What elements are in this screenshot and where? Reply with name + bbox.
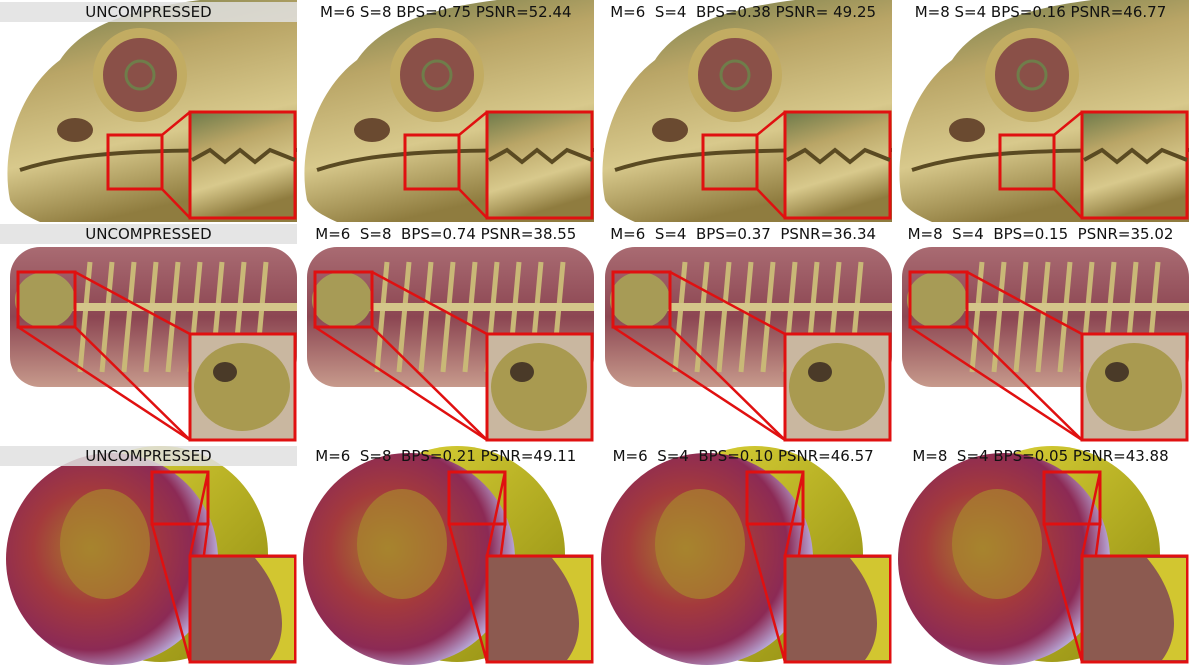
panel: M=6 S=8 BPS=0.75 PSNR=52.44 <box>297 0 594 222</box>
zoom-inset <box>785 112 890 218</box>
lizard-eye <box>693 33 777 117</box>
panel: M=6 S=8 BPS=0.21 PSNR=49.11 <box>297 444 594 666</box>
skull <box>907 272 967 328</box>
rendering <box>0 222 297 444</box>
panel-label: UNCOMPRESSED <box>0 446 297 466</box>
rendering <box>892 222 1189 444</box>
panel: UNCOMPRESSED <box>0 444 297 666</box>
inset-orbit <box>1105 362 1129 382</box>
panel-label: M=6 S=4 BPS=0.38 PSNR= 49.25 <box>595 2 892 22</box>
inset-orbit <box>808 362 832 382</box>
lizard-nostril <box>354 118 390 142</box>
panel: M=8 S=4 BPS=0.05 PSNR=43.88 <box>892 444 1189 666</box>
panel: M=8 S=4 BPS=0.16 PSNR=46.77 <box>892 0 1189 222</box>
rendering <box>892 444 1189 666</box>
skull <box>15 272 75 328</box>
sphere-core <box>357 489 447 599</box>
sphere-core <box>952 489 1042 599</box>
zoom-inset <box>1082 112 1187 218</box>
lizard-nostril <box>652 118 688 142</box>
lizard-eye <box>990 33 1074 117</box>
panel: M=6 S=4 BPS=0.37 PSNR=36.34 <box>595 222 892 444</box>
rendering <box>297 222 594 444</box>
rendering <box>595 444 892 666</box>
panel: M=6 S=4 BPS=0.38 PSNR= 49.25 <box>595 0 892 222</box>
panel-label: UNCOMPRESSED <box>0 224 297 244</box>
panel-label: M=8 S=4 BPS=0.15 PSNR=35.02 <box>892 224 1189 244</box>
panel-label: UNCOMPRESSED <box>0 2 297 22</box>
panel-label: M=8 S=4 BPS=0.16 PSNR=46.77 <box>892 2 1189 22</box>
panel-label: M=6 S=8 BPS=0.74 PSNR=38.55 <box>297 224 594 244</box>
rendering <box>892 0 1189 222</box>
lizard-eye <box>98 33 182 117</box>
inset-skull <box>789 343 885 431</box>
panel: UNCOMPRESSED <box>0 0 297 222</box>
panel-label: M=6 S=4 BPS=0.37 PSNR=36.34 <box>595 224 892 244</box>
lizard-nostril <box>949 118 985 142</box>
sphere-core <box>655 489 745 599</box>
rendering <box>0 0 297 222</box>
panel-label: M=8 S=4 BPS=0.05 PSNR=43.88 <box>892 446 1189 466</box>
rendering <box>0 444 297 666</box>
panel-label: M=6 S=4 BPS=0.10 PSNR=46.57 <box>595 446 892 466</box>
skull <box>312 272 372 328</box>
inset-orbit <box>510 362 534 382</box>
panel-label: M=6 S=8 BPS=0.75 PSNR=52.44 <box>297 2 594 22</box>
panel: M=6 S=8 BPS=0.74 PSNR=38.55 <box>297 222 594 444</box>
rendering <box>297 0 594 222</box>
panel: M=8 S=4 BPS=0.15 PSNR=35.02 <box>892 222 1189 444</box>
inset-skull <box>194 343 290 431</box>
rendering <box>595 222 892 444</box>
inset-skull <box>491 343 587 431</box>
inset-skull <box>1086 343 1182 431</box>
panel: M=6 S=4 BPS=0.10 PSNR=46.57 <box>595 444 892 666</box>
inset-orbit <box>213 362 237 382</box>
lizard-eye <box>395 33 479 117</box>
zoom-inset <box>487 112 592 218</box>
zoom-inset <box>190 112 295 218</box>
figure: UNCOMPRESSEDM=6 S=8 BPS=0.75 PSNR=52.44M… <box>0 0 1189 666</box>
skull <box>610 272 670 328</box>
lizard-nostril <box>57 118 93 142</box>
rendering <box>297 444 594 666</box>
panel: UNCOMPRESSED <box>0 222 297 444</box>
rendering <box>595 0 892 222</box>
panel-label: M=6 S=8 BPS=0.21 PSNR=49.11 <box>297 446 594 466</box>
sphere-core <box>60 489 150 599</box>
